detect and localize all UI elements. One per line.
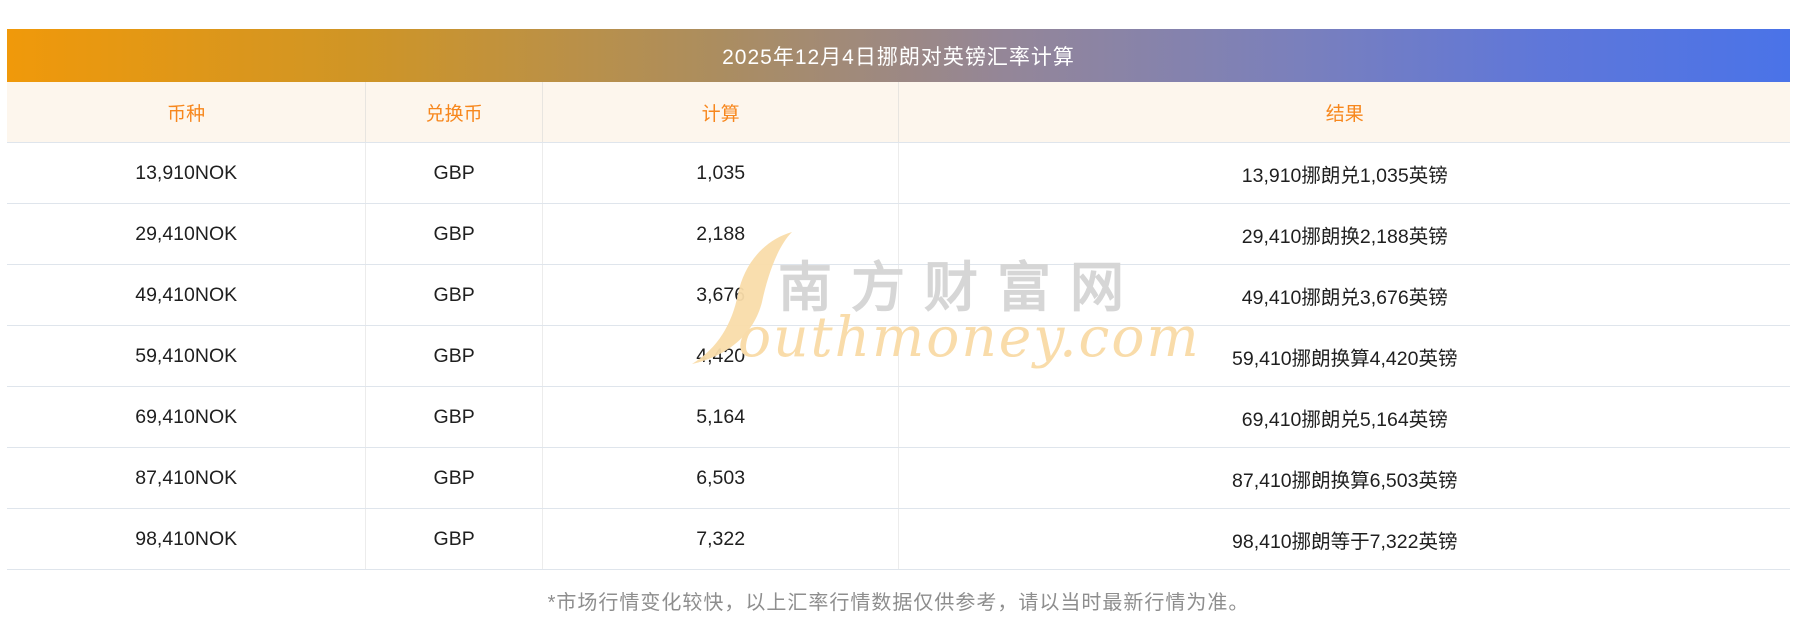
cell-exchange-currency: GBP <box>365 265 542 325</box>
cell-result: 59,410挪朗换算4,420英镑 <box>898 326 1790 386</box>
cell-currency: 69,410NOK <box>135 405 238 428</box>
cell-currency: 98,410NOK <box>135 527 238 550</box>
cell-exchange-currency: GBP <box>365 448 542 508</box>
table-row: 69,410NOK GBP 5,164 69,410挪朗兑5,164英镑 <box>7 386 1790 447</box>
cell-calculation: 5,164 <box>541 387 899 447</box>
cell-result: 69,410挪朗兑5,164英镑 <box>898 387 1790 447</box>
disclaimer-note: *市场行情变化较快，以上汇率行情数据仅供参考，请以当时最新行情为准。 <box>547 592 1250 614</box>
cell-currency: 29,410NOK <box>135 222 238 245</box>
cell-calculation: 3,676 <box>541 265 899 325</box>
cell-result: 29,410挪朗换2,188英镑 <box>898 204 1790 264</box>
cell-exchange-currency: GBP <box>365 204 542 264</box>
cell-calculation: 6,503 <box>541 448 899 508</box>
table-row: 13,910NOK GBP 1,035 13,910挪朗兑1,035英镑 <box>7 142 1790 203</box>
cell-calculation: 7,322 <box>541 509 899 569</box>
cell-exchange-currency: GBP <box>365 509 542 569</box>
cell-currency: 59,410NOK <box>135 344 238 367</box>
table-row: 87,410NOK GBP 6,503 87,410挪朗换算6,503英镑 <box>7 447 1790 508</box>
column-header-calculation: 计算 <box>541 82 899 142</box>
cell-calculation: 2,188 <box>541 204 899 264</box>
rate-table-card: 2025年12月4日挪朗对英镑汇率计算 币种 兑换币 计算 结果 13,910N… <box>7 29 1790 615</box>
table-header-row: 币种 兑换币 计算 结果 <box>7 82 1790 142</box>
cell-currency: 13,910NOK <box>135 161 238 184</box>
cell-currency: 49,410NOK <box>135 283 238 306</box>
cell-currency: 87,410NOK <box>135 466 238 489</box>
cell-exchange-currency: GBP <box>365 143 542 203</box>
page-title: 2025年12月4日挪朗对英镑汇率计算 <box>722 45 1075 69</box>
cell-exchange-currency: GBP <box>365 387 542 447</box>
cell-exchange-currency: GBP <box>365 326 542 386</box>
column-header-currency: 币种 <box>167 103 206 125</box>
table-row: 98,410NOK GBP 7,322 98,410挪朗等于7,322英镑 <box>7 508 1790 569</box>
column-header-result: 结果 <box>898 82 1790 142</box>
cell-calculation: 1,035 <box>541 143 899 203</box>
column-header-exchange-currency: 兑换币 <box>365 82 542 142</box>
table-row: 59,410NOK GBP 4,420 59,410挪朗换算4,420英镑 <box>7 325 1790 386</box>
cell-result: 49,410挪朗兑3,676英镑 <box>898 265 1790 325</box>
table-row: 29,410NOK GBP 2,188 29,410挪朗换2,188英镑 <box>7 203 1790 264</box>
cell-result: 13,910挪朗兑1,035英镑 <box>898 143 1790 203</box>
cell-result: 98,410挪朗等于7,322英镑 <box>898 509 1790 569</box>
table-body: 13,910NOK GBP 1,035 13,910挪朗兑1,035英镑 29,… <box>7 142 1790 570</box>
title-bar: 2025年12月4日挪朗对英镑汇率计算 <box>7 29 1790 82</box>
cell-calculation: 4,420 <box>541 326 899 386</box>
cell-result: 87,410挪朗换算6,503英镑 <box>898 448 1790 508</box>
table-row: 49,410NOK GBP 3,676 49,410挪朗兑3,676英镑 <box>7 264 1790 325</box>
